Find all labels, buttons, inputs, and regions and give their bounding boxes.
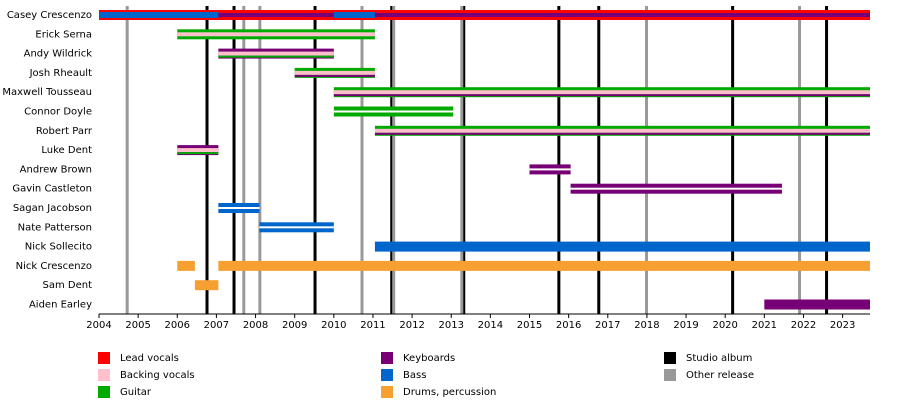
- x-tick-label: 2022: [791, 320, 816, 331]
- x-tick-label: 2009: [282, 320, 307, 331]
- member-name: Robert Parr: [36, 126, 93, 137]
- member-bar: [374, 241, 870, 252]
- member-bar: [177, 148, 219, 153]
- member-name: Erick Serna: [35, 29, 92, 40]
- x-tick-label: 2010: [321, 320, 346, 331]
- x-tick-label: 2017: [595, 320, 620, 331]
- x-tick-label: 2005: [125, 320, 150, 331]
- legend-label: Lead vocals: [120, 353, 179, 364]
- member-name: Casey Crescenzo: [7, 10, 92, 21]
- legend-swatch: [381, 352, 393, 364]
- x-tick-label: 2019: [673, 320, 698, 331]
- legend-label: Keyboards: [403, 353, 455, 364]
- member-name: Sagan Jacobson: [13, 203, 92, 214]
- member-name: Nick Crescenzo: [16, 261, 92, 272]
- x-tick-label: 2021: [752, 320, 777, 331]
- member-bar: [218, 51, 334, 56]
- member-bar: [374, 132, 870, 135]
- legend-swatch: [664, 352, 676, 364]
- member-name: Andy Wildrick: [24, 49, 93, 60]
- member-bar: [294, 74, 375, 77]
- x-tick-label: 2014: [478, 320, 503, 331]
- legend-label: Backing vocals: [120, 370, 195, 381]
- bar-stripe: [333, 110, 454, 113]
- member-name: Josh Rheault: [29, 68, 92, 79]
- bar-stripe: [218, 207, 260, 209]
- bar-stripe: [259, 226, 334, 229]
- legend-swatch: [98, 369, 110, 381]
- legend-label: Drums, percussion: [403, 387, 496, 398]
- member-name: Nick Sollecito: [25, 242, 92, 253]
- legend-label: Other release: [686, 370, 754, 381]
- member-bar: [218, 55, 334, 58]
- x-tick-label: 2023: [830, 320, 855, 331]
- legend-label: Bass: [403, 370, 426, 381]
- x-tick-label: 2015: [517, 320, 542, 331]
- legend-label: Guitar: [120, 387, 152, 398]
- member-bar: [374, 128, 870, 133]
- member-bar: [333, 12, 375, 18]
- member-bar: [333, 94, 870, 97]
- member-name: Aiden Earley: [29, 300, 92, 311]
- member-bar: [99, 13, 870, 17]
- legend-swatch: [664, 369, 676, 381]
- member-bar: [764, 299, 870, 310]
- legend-swatch: [381, 369, 393, 381]
- x-tick-label: 2007: [204, 320, 229, 331]
- x-tick-label: 2006: [165, 320, 190, 331]
- x-tick-label: 2020: [712, 320, 737, 331]
- legend-swatch: [381, 386, 393, 398]
- member-bar: [194, 280, 219, 291]
- legend-label: Studio album: [686, 353, 752, 364]
- bar-stripe: [529, 168, 571, 171]
- legend-swatch: [98, 386, 110, 398]
- x-tick-label: 2018: [634, 320, 659, 331]
- x-tick-label: 2016: [556, 320, 581, 331]
- x-tick-label: 2008: [243, 320, 268, 331]
- member-bar: [218, 260, 870, 271]
- legend-swatch: [98, 352, 110, 364]
- x-tick-label: 2011: [360, 320, 385, 331]
- member-bar: [99, 12, 219, 18]
- x-tick-label: 2004: [86, 320, 111, 331]
- member-bar: [177, 260, 195, 271]
- member-name: Maxwell Tousseau: [2, 87, 92, 98]
- member-bar: [177, 32, 375, 37]
- x-tick-label: 2012: [399, 320, 424, 331]
- member-name: Nate Patterson: [18, 222, 92, 233]
- bar-stripe: [570, 187, 782, 190]
- member-name: Luke Dent: [41, 145, 92, 156]
- member-bar: [177, 152, 219, 155]
- member-name: Sam Dent: [42, 280, 92, 291]
- member-name: Connor Doyle: [24, 107, 92, 118]
- member-bar: [333, 90, 870, 95]
- member-name: Gavin Castleton: [12, 184, 92, 195]
- x-tick-label: 2013: [439, 320, 464, 331]
- member-bar: [294, 70, 375, 75]
- member-name: Andrew Brown: [20, 164, 92, 175]
